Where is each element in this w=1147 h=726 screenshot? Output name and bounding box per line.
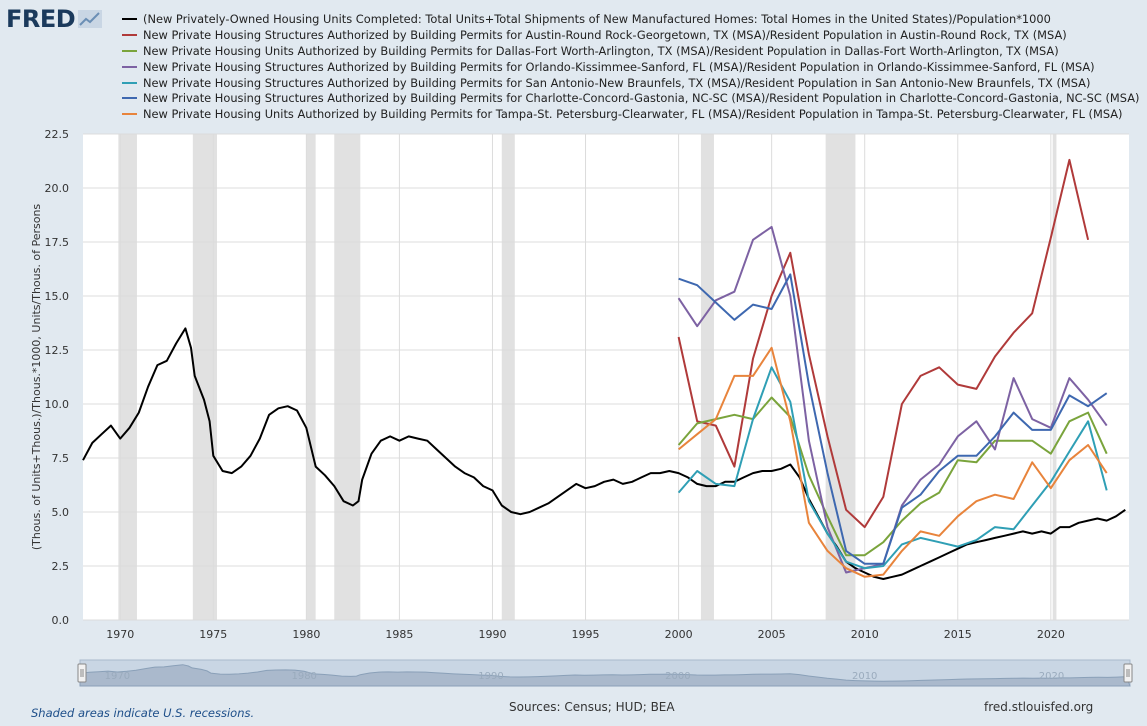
y-tick-label: 2.5 [52,560,70,573]
legend-item: New Private Housing Structures Authorize… [122,90,1142,106]
legend-item: (New Privately-Owned Housing Units Compl… [122,11,1142,27]
fred-logo[interactable]: FRED [6,5,103,33]
x-tick-label: 2020 [1037,628,1065,641]
x-tick-label: 2015 [944,628,972,641]
recession-band [334,134,361,620]
fred-logo-text: FRED [6,5,76,33]
x-tick-label: 1970 [106,628,134,641]
legend-item: New Private Housing Structures Authorize… [122,59,1142,75]
navigator-tick-label: 1990 [478,671,503,682]
x-tick-label: 2000 [665,628,693,641]
legend-label: (New Privately-Owned Housing Units Compl… [143,11,1051,26]
legend-item: New Private Housing Units Authorized by … [122,106,1142,122]
navigator-tick-label: 2000 [665,671,690,682]
series-line [677,346,1108,578]
legend-swatch [122,65,137,68]
y-axis-label: (Thous. of Units+Thous.)/Thous.*1000, Un… [30,204,43,551]
legend-label: New Private Housing Structures Authorize… [143,27,1067,42]
legend-label: New Private Housing Structures Authorize… [143,91,1140,106]
y-tick-label: 20.0 [45,182,70,195]
x-tick-label: 1975 [199,628,227,641]
series-line [678,273,1108,565]
navigator-right-handle[interactable] [1123,663,1133,683]
legend-item: New Private Housing Structures Authorize… [122,75,1142,91]
navigator-series [79,664,1131,687]
y-tick-label: 5.0 [52,506,70,519]
y-tick-label: 17.5 [45,236,70,249]
recession-band [118,134,137,620]
legend-item: New Private Housing Structures Authorize… [122,27,1142,43]
legend-swatch [122,81,137,84]
legend-label: New Private Housing Units Authorized by … [143,107,1123,122]
y-tick-label: 15.0 [45,290,70,303]
sources-text: Sources: Census; HUD; BEA [509,700,675,714]
navigator-tick-label: 1970 [105,671,130,682]
y-tick-label: 0.0 [52,614,70,627]
chart-legend: (New Privately-Owned Housing Units Compl… [122,11,1142,122]
navigator-tick-label: 2020 [1039,671,1064,682]
site-link[interactable]: fred.stlouisfed.org [984,700,1094,714]
x-tick-label: 1990 [478,628,506,641]
recession-band [700,134,714,620]
legend-swatch [122,49,137,52]
series-line [677,366,1108,570]
y-tick-label: 10.0 [45,398,70,411]
legend-item: New Private Housing Units Authorized by … [122,43,1142,59]
recession-note: Shaded areas indicate U.S. recessions. [31,706,255,720]
x-tick-label: 2010 [851,628,879,641]
legend-label: New Private Housing Structures Authorize… [143,59,1095,74]
x-tick-label: 1995 [572,628,600,641]
navigator-tick-label: 1980 [291,671,316,682]
legend-label: New Private Housing Structures Authorize… [143,75,1091,90]
recession-band [306,134,316,620]
legend-swatch [122,113,137,116]
y-tick-label: 7.5 [52,452,70,465]
x-tick-label: 1985 [385,628,413,641]
legend-swatch [122,17,137,20]
fred-chart-icon [78,10,103,28]
legend-swatch [122,33,137,36]
recession-band [1052,134,1057,620]
recession-band [501,134,515,620]
navigator-left-handle[interactable] [77,663,87,683]
plot-area [83,134,1129,620]
x-tick-label: 2005 [758,628,786,641]
series-line [677,158,1090,529]
x-tick-label: 1980 [292,628,320,641]
recession-band [825,134,856,620]
navigator-tick-label: 2010 [852,671,877,682]
y-tick-label: 22.5 [45,128,70,141]
legend-swatch [122,97,137,100]
legend-label: New Private Housing Units Authorized by … [143,43,1059,58]
series-line [82,327,1126,580]
y-tick-label: 12.5 [45,344,70,357]
